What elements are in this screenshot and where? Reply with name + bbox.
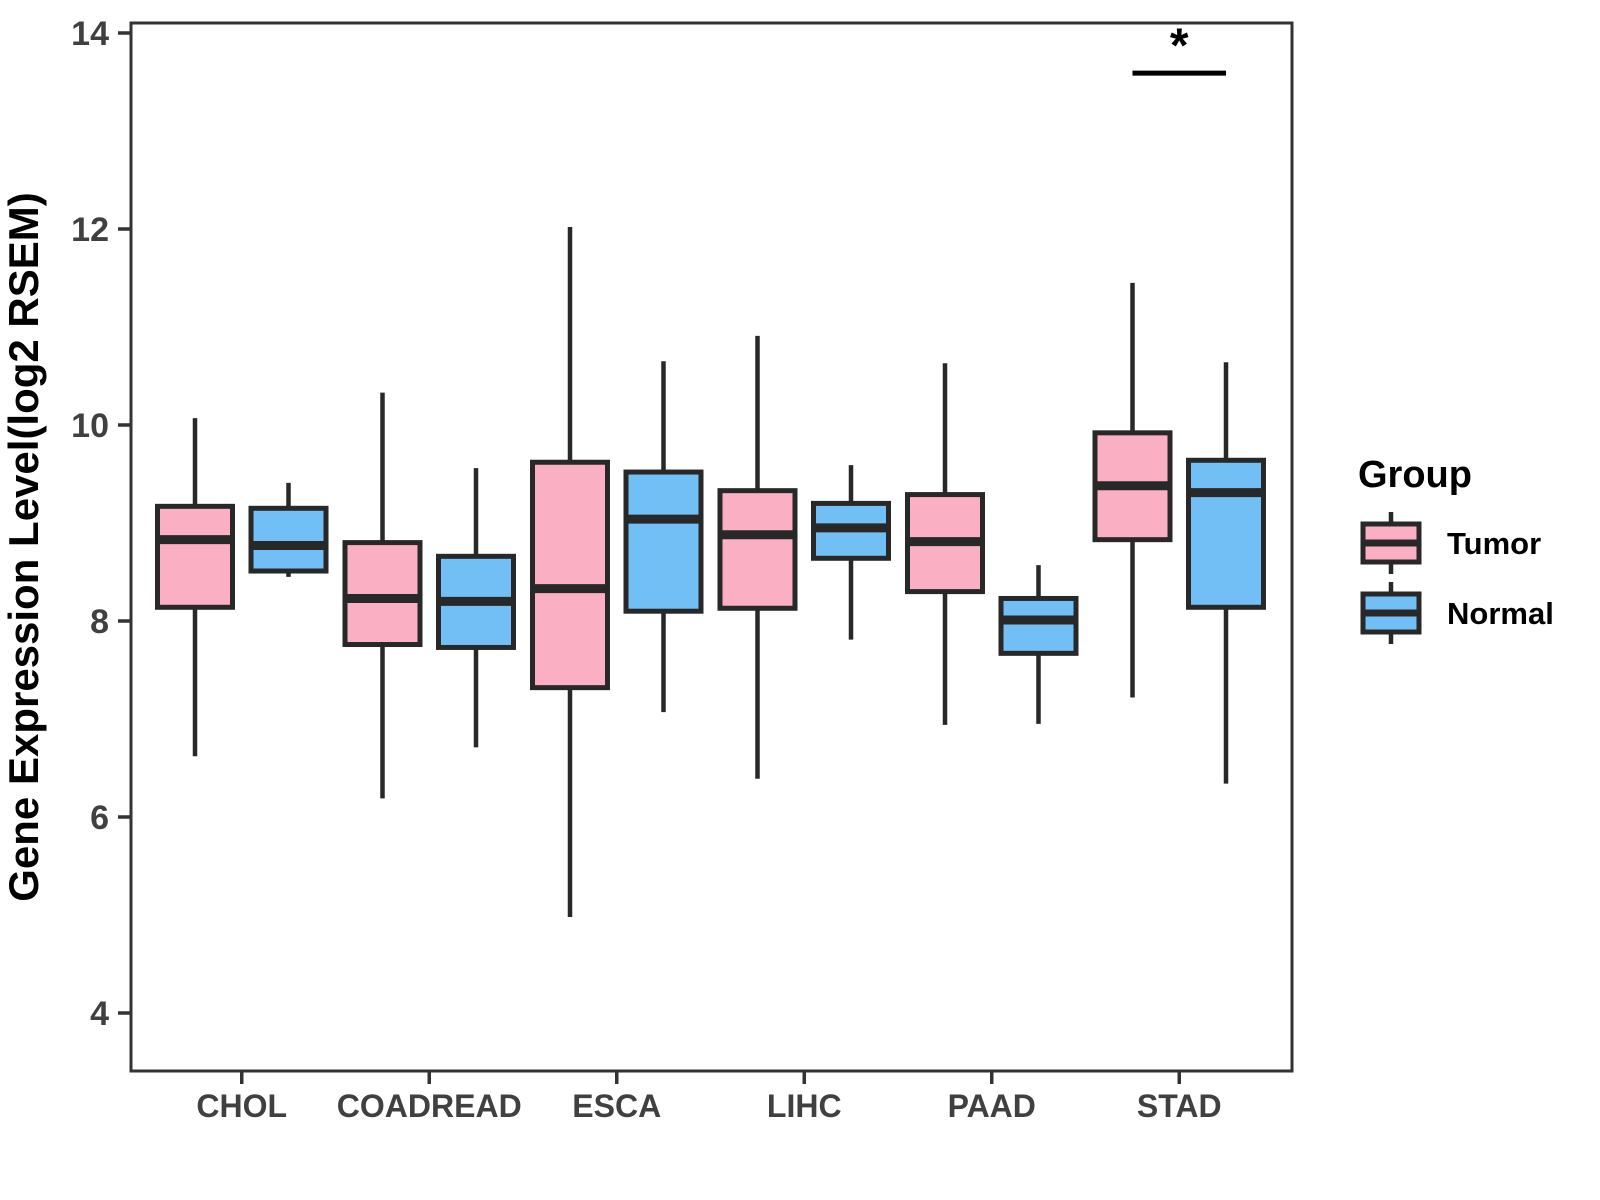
legend-title: Group xyxy=(1358,454,1472,496)
legend-key-tumor-icon xyxy=(1360,512,1422,574)
x-axis-label-PAAD: PAAD xyxy=(948,1088,1036,1124)
y-axis-tick-label-4: 4 xyxy=(90,995,109,1033)
x-axis-label-ESCA: ESCA xyxy=(572,1088,661,1124)
box-ESCA-Tumor xyxy=(530,227,610,917)
plot-panel-border xyxy=(129,21,1294,1073)
y-axis-title: Gene Expression Level(log2 RSEM) xyxy=(0,192,47,902)
box-CHOL-Tumor xyxy=(155,418,235,757)
y-axis-tick-label-12: 12 xyxy=(71,211,109,249)
box-CHOL-Normal xyxy=(248,482,329,577)
legend-label-normal: Normal xyxy=(1447,596,1554,631)
box-PAAD-Tumor xyxy=(905,363,985,725)
x-axis-label-CHOL: CHOL xyxy=(196,1088,287,1124)
iqr-box-ESCA-Tumor xyxy=(530,459,610,691)
box-LIHC-Normal xyxy=(811,465,891,640)
x-axis-label-COADREAD: COADREAD xyxy=(337,1088,522,1124)
box-ESCA-Normal xyxy=(623,361,704,713)
box-LIHC-Tumor xyxy=(717,335,798,779)
significance-star-STAD: * xyxy=(1170,20,1189,73)
y-axis-tick-label-6: 6 xyxy=(90,799,109,837)
iqr-box-CHOL-Tumor xyxy=(155,503,235,610)
box-COADREAD-Tumor xyxy=(342,392,423,799)
x-axis-label-STAD: STAD xyxy=(1137,1088,1222,1124)
iqr-box-LIHC-Tumor xyxy=(717,488,798,611)
iqr-box-ESCA-Normal xyxy=(623,469,704,614)
x-axis-label-LIHC: LIHC xyxy=(767,1088,842,1124)
iqr-box-CHOL-Normal xyxy=(248,505,329,574)
y-axis-tick-label-14: 14 xyxy=(71,15,109,53)
iqr-box-STAD-Normal xyxy=(1186,457,1266,610)
y-axis-tick-label-10: 10 xyxy=(71,407,109,445)
box-STAD-Normal xyxy=(1186,362,1266,784)
iqr-box-COADREAD-Tumor xyxy=(342,540,423,648)
iqr-box-PAAD-Normal xyxy=(998,595,1079,656)
y-axis-tick-label-8: 8 xyxy=(90,603,109,641)
legend-label-tumor: Tumor xyxy=(1447,526,1541,561)
legend-key-normal-icon xyxy=(1360,582,1422,644)
box-PAAD-Normal xyxy=(998,565,1079,724)
box-STAD-Tumor xyxy=(1092,282,1173,698)
box-COADREAD-Normal xyxy=(436,468,516,748)
